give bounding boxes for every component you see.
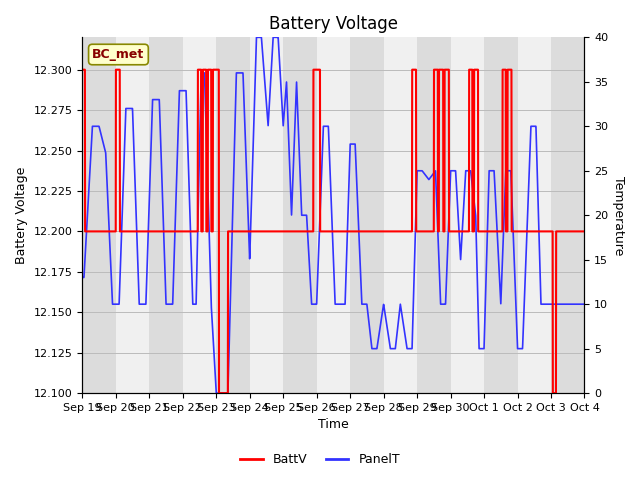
Bar <box>551 37 584 393</box>
Bar <box>317 37 350 393</box>
Bar <box>584 37 618 393</box>
X-axis label: Time: Time <box>318 419 349 432</box>
Bar <box>383 37 417 393</box>
Bar <box>451 37 484 393</box>
Legend: BattV, PanelT: BattV, PanelT <box>235 448 405 471</box>
Bar <box>216 37 250 393</box>
Bar <box>116 37 149 393</box>
Bar <box>250 37 283 393</box>
Bar <box>417 37 451 393</box>
Bar <box>518 37 551 393</box>
Title: Battery Voltage: Battery Voltage <box>269 15 398 33</box>
Y-axis label: Battery Voltage: Battery Voltage <box>15 167 28 264</box>
Bar <box>182 37 216 393</box>
Bar <box>484 37 518 393</box>
Bar <box>283 37 317 393</box>
Bar <box>83 37 116 393</box>
Text: BC_met: BC_met <box>92 48 145 61</box>
Bar <box>350 37 383 393</box>
Bar <box>149 37 182 393</box>
Y-axis label: Temperature: Temperature <box>612 176 625 255</box>
